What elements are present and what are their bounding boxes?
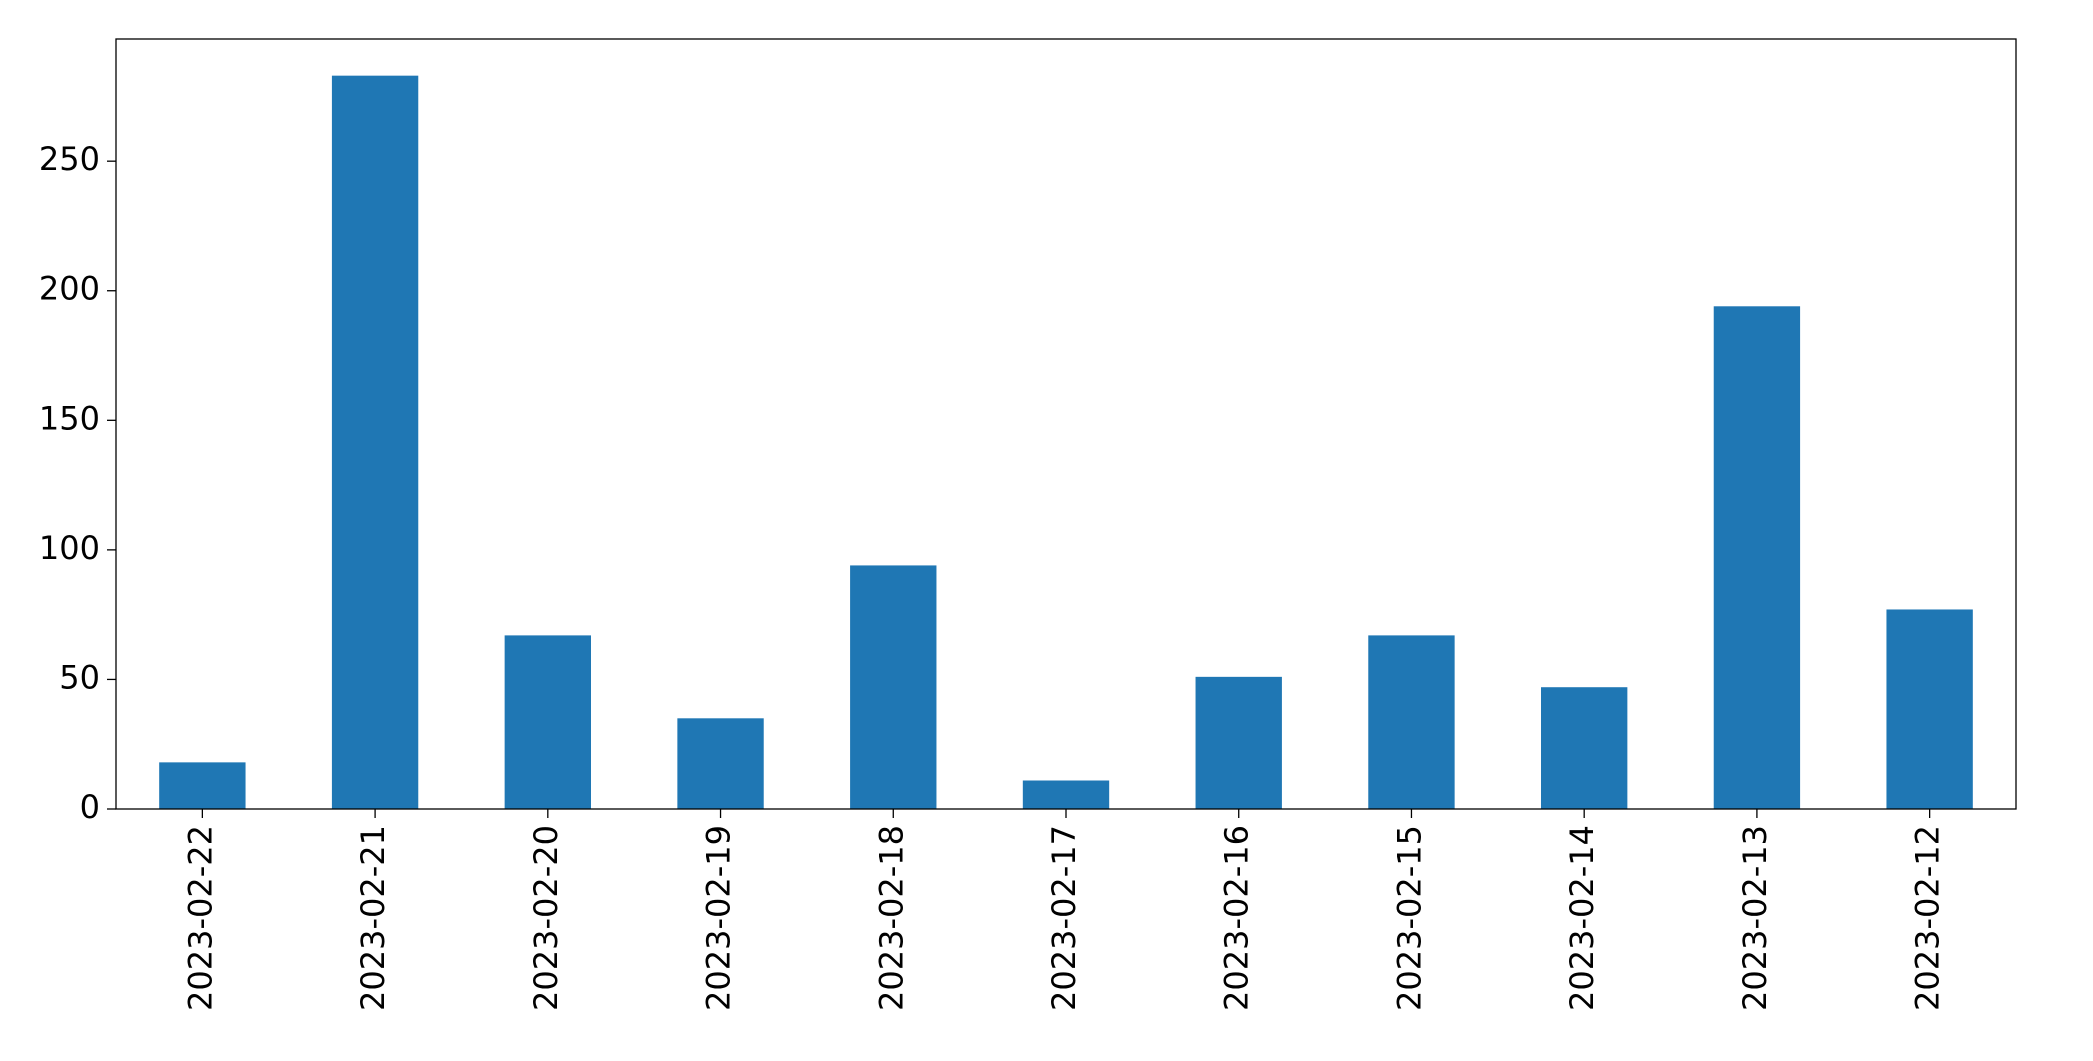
x-tick-label: 2023-02-18 (872, 825, 910, 1011)
bar (504, 635, 591, 809)
y-tick-label: 100 (39, 529, 100, 567)
x-tick-label: 2023-02-14 (1563, 825, 1601, 1011)
y-tick-label: 150 (39, 399, 100, 437)
bar (1713, 306, 1801, 809)
x-tick-label: 2023-02-12 (1909, 825, 1947, 1011)
x-tick-label: 2023-02-16 (1218, 825, 1256, 1011)
bar (1368, 635, 1455, 809)
y-tick-label: 250 (39, 140, 100, 178)
bar (850, 565, 937, 809)
bar (1195, 676, 1282, 809)
bar (159, 762, 246, 809)
bar (1541, 687, 1628, 809)
y-tick-label: 50 (59, 658, 100, 696)
x-tick-label: 2023-02-15 (1390, 825, 1428, 1011)
x-tick-label: 2023-02-17 (1045, 825, 1083, 1011)
bar (331, 75, 419, 809)
x-tick-label: 2023-02-20 (527, 825, 565, 1011)
plot-frame (115, 38, 2017, 810)
bar (677, 718, 764, 809)
x-tick-label: 2023-02-22 (181, 825, 219, 1011)
x-tick-label: 2023-02-13 (1736, 825, 1774, 1011)
y-tick-label: 0 (80, 788, 100, 826)
x-tick-label: 2023-02-19 (700, 825, 738, 1011)
bar (1886, 609, 1973, 809)
x-tick-label: 2023-02-21 (354, 825, 392, 1011)
bar (1022, 780, 1110, 809)
y-tick-label: 200 (39, 270, 100, 308)
